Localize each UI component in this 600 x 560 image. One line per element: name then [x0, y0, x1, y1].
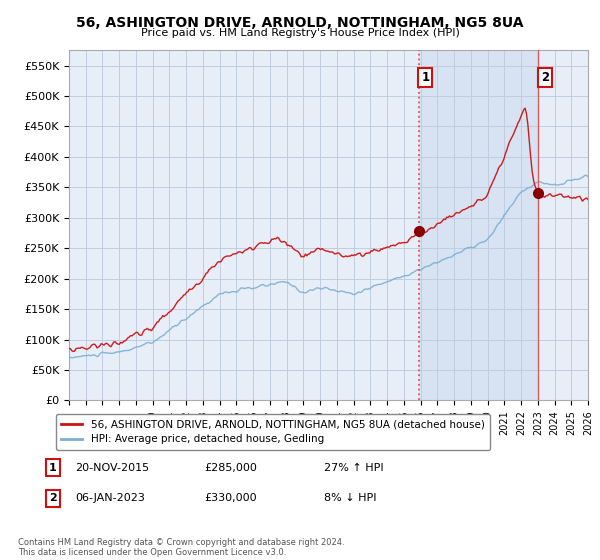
Text: 1: 1 [49, 463, 56, 473]
Text: Contains HM Land Registry data © Crown copyright and database right 2024.
This d: Contains HM Land Registry data © Crown c… [18, 538, 344, 557]
Text: 2: 2 [541, 71, 549, 85]
Text: 8% ↓ HPI: 8% ↓ HPI [324, 493, 377, 503]
Text: 1: 1 [421, 71, 430, 85]
Text: 27% ↑ HPI: 27% ↑ HPI [324, 463, 383, 473]
Text: 2: 2 [49, 493, 56, 503]
Text: 56, ASHINGTON DRIVE, ARNOLD, NOTTINGHAM, NG5 8UA: 56, ASHINGTON DRIVE, ARNOLD, NOTTINGHAM,… [76, 16, 524, 30]
Text: 06-JAN-2023: 06-JAN-2023 [75, 493, 145, 503]
Text: £330,000: £330,000 [204, 493, 257, 503]
Bar [419, 50, 538, 400]
Legend: 56, ASHINGTON DRIVE, ARNOLD, NOTTINGHAM, NG5 8UA (detached house), HPI: Average : 56, ASHINGTON DRIVE, ARNOLD, NOTTINGHAM,… [56, 414, 490, 450]
Text: Price paid vs. HM Land Registry's House Price Index (HPI): Price paid vs. HM Land Registry's House … [140, 28, 460, 38]
Text: £285,000: £285,000 [204, 463, 257, 473]
Text: 20-NOV-2015: 20-NOV-2015 [75, 463, 149, 473]
